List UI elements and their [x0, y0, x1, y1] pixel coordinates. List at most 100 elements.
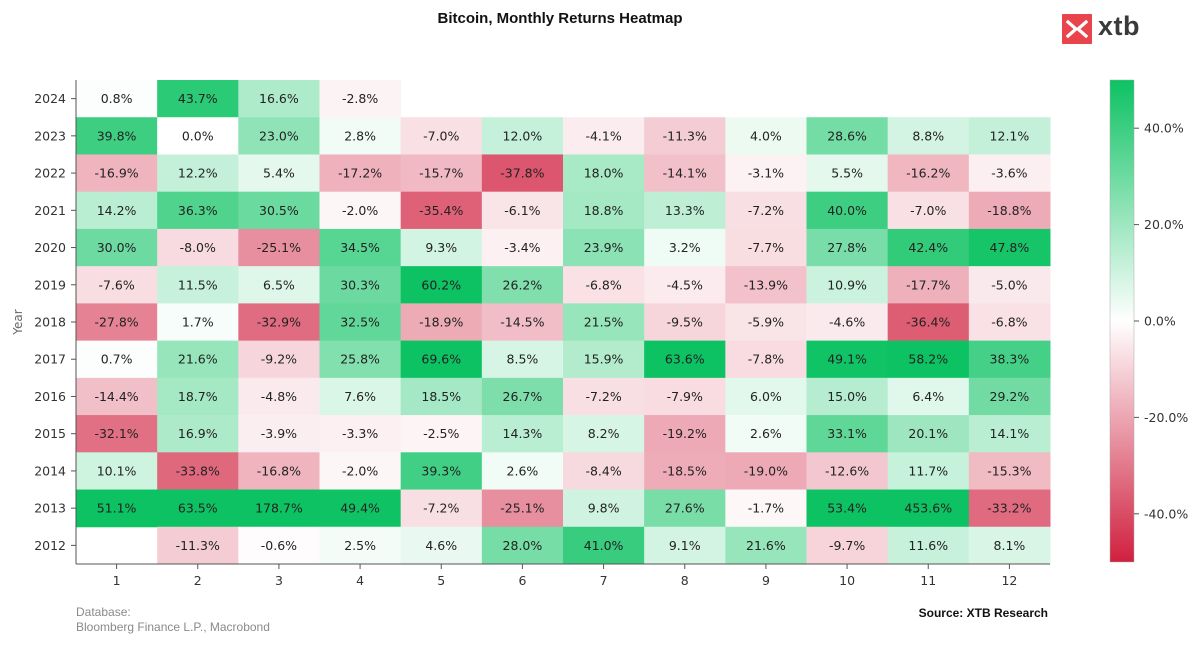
- heatmap-cell: [157, 154, 239, 193]
- heatmap-cell: [319, 526, 402, 565]
- heatmap-cell: [806, 526, 889, 565]
- heatmap-cell: [563, 228, 645, 267]
- cell-label: 8.1%: [994, 538, 1026, 553]
- heatmap-cell: [887, 415, 970, 453]
- cell-label: 29.2%: [990, 389, 1030, 404]
- heatmap-cell: [76, 340, 158, 379]
- cell-label: 12.2%: [178, 166, 218, 181]
- heatmap-cell: [806, 489, 889, 528]
- source-note: Source: XTB Research: [918, 606, 1048, 620]
- heatmap-cell: [400, 117, 483, 155]
- heatmap-cell: [400, 228, 483, 267]
- cell-label: -14.4%: [94, 389, 138, 404]
- heatmap-cell: [725, 303, 807, 342]
- heatmap-cell: [725, 377, 807, 416]
- cell-label: -16.2%: [906, 166, 950, 181]
- cell-label: -2.0%: [342, 203, 378, 218]
- heatmap-cell: [238, 526, 320, 565]
- heatmap-cell: [644, 154, 726, 193]
- cell-label: -18.8%: [987, 203, 1031, 218]
- cell-label: -25.1%: [500, 501, 544, 516]
- cell-label: 21.5%: [584, 315, 624, 330]
- heatmap-cell: [319, 340, 402, 379]
- y-tick-label: 2019: [34, 277, 66, 292]
- heatmap-cell: [644, 228, 726, 267]
- cell-label: 13.3%: [665, 203, 705, 218]
- heatmap-cell: [76, 117, 158, 155]
- heatmap-cell: [887, 526, 970, 565]
- database-label: Database:: [76, 605, 131, 619]
- heatmap-cell: [481, 489, 564, 528]
- cell-label: 18.7%: [178, 389, 218, 404]
- heatmap-cell: [725, 452, 807, 491]
- heatmap-cell: [725, 266, 807, 304]
- cell-label: 23.0%: [259, 128, 299, 143]
- cell-label: 23.9%: [584, 240, 624, 255]
- x-axis: 1 2 3 4 5 6 7 8 9 10 11 12: [76, 563, 1050, 588]
- cell-label: 2.6%: [750, 426, 782, 441]
- colorbar: 40.0% 20.0% 0.0% -20.0% -40.0%: [1109, 79, 1188, 563]
- heatmap-cell: [644, 452, 726, 491]
- cell-label: -6.1%: [504, 203, 540, 218]
- cell-label: -12.6%: [825, 463, 869, 478]
- cell-label: 21.6%: [178, 352, 218, 367]
- y-tick-label: 2020: [34, 240, 66, 255]
- heatmap-cell: [400, 415, 483, 453]
- heatmap-cell: [157, 526, 239, 565]
- heatmap-cell: [725, 340, 807, 379]
- heatmap-cell: [806, 340, 889, 379]
- xtb-logo-text: xtb: [1098, 11, 1140, 41]
- heatmap-cell: [563, 340, 645, 379]
- cell-label: 11.6%: [908, 538, 948, 553]
- heatmap-cell: [319, 489, 402, 528]
- cell-label: -17.7%: [906, 277, 950, 292]
- cell-label: -2.5%: [423, 426, 459, 441]
- cell-label: 58.2%: [908, 352, 948, 367]
- heatmap-cell: [968, 415, 1051, 453]
- cell-label: -7.9%: [667, 389, 703, 404]
- cell-label: -15.7%: [419, 166, 463, 181]
- cell-label: -15.3%: [987, 463, 1031, 478]
- heatmap-cell: [76, 154, 158, 193]
- x-tick-label: 12: [1001, 573, 1017, 588]
- heatmap-cell: [725, 117, 807, 155]
- cell-label: -6.8%: [585, 277, 621, 292]
- cell-label: 27.6%: [665, 501, 705, 516]
- cell-label: 9.3%: [425, 240, 457, 255]
- cell-label: -2.8%: [342, 91, 378, 106]
- heatmap-cell: [806, 266, 889, 304]
- heatmap-cell: [644, 489, 726, 528]
- heatmap-cell: [319, 117, 402, 155]
- x-tick-label: 1: [113, 573, 121, 588]
- heatmap-cell: [76, 191, 158, 230]
- heatmap-cell: [481, 191, 564, 230]
- cell-label: 34.5%: [340, 240, 380, 255]
- cell-label: -3.1%: [748, 166, 784, 181]
- heatmap-cell: [887, 340, 970, 379]
- y-tick-label: 2022: [34, 166, 66, 181]
- heatmap-cell: [481, 228, 564, 267]
- x-tick-label: 9: [762, 573, 770, 588]
- y-tick-label: 2017: [34, 352, 66, 367]
- heatmap-cell: [76, 452, 158, 491]
- heatmap-cell: [563, 266, 645, 304]
- cell-label: 5.4%: [263, 166, 295, 181]
- heatmap-cell: [400, 526, 483, 565]
- y-tick-label: 2021: [34, 203, 66, 218]
- cell-label: -33.8%: [176, 463, 220, 478]
- x-tick-label: 10: [839, 573, 855, 588]
- heatmap-cell: [968, 228, 1051, 267]
- cell-label: -5.9%: [748, 315, 784, 330]
- heatmap-cell: [76, 415, 158, 453]
- heatmap-cell: [157, 377, 239, 416]
- heatmap-cell: [319, 191, 402, 230]
- heatmap-cell: [644, 526, 726, 565]
- cell-label: 28.6%: [827, 128, 867, 143]
- cell-label: -19.0%: [744, 463, 788, 478]
- cell-label: -11.3%: [663, 128, 707, 143]
- cell-label: -18.9%: [419, 315, 463, 330]
- colorbar-gradient: [1109, 79, 1135, 563]
- cell-label: -9.7%: [829, 538, 865, 553]
- cell-label: -25.1%: [257, 240, 301, 255]
- cell-label: 15.0%: [827, 389, 867, 404]
